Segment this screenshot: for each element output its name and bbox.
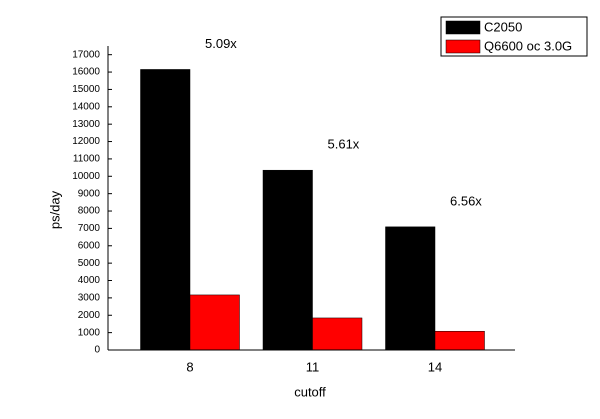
legend-swatch	[445, 39, 481, 54]
y-tick-label: 1000	[78, 327, 101, 338]
bar	[434, 330, 485, 351]
y-tick-label: 0	[94, 345, 100, 356]
x-tick-label: 11	[306, 359, 320, 374]
annotation: 6.56x	[450, 193, 482, 208]
bar	[385, 226, 436, 351]
bar	[140, 69, 191, 351]
legend-label: C2050	[484, 19, 522, 34]
y-axis-label: ps/day	[47, 190, 62, 229]
y-tick-label: 12000	[72, 136, 100, 147]
annotation: 5.09x	[205, 36, 237, 51]
y-tick-label: 4000	[78, 275, 101, 286]
y-tick-label: 8000	[78, 206, 101, 217]
y-tick-label: 10000	[72, 171, 100, 182]
x-tick-label: 14	[428, 359, 442, 374]
y-tick-label: 14000	[72, 101, 100, 112]
bar	[312, 317, 363, 351]
bar	[262, 169, 313, 351]
y-tick-label: 16000	[72, 67, 100, 78]
y-tick-label: 17000	[72, 49, 100, 60]
y-tick-label: 13000	[72, 119, 100, 130]
y-tick-label: 7000	[78, 223, 101, 234]
y-tick-label: 5000	[78, 258, 101, 269]
y-tick-label: 3000	[78, 293, 101, 304]
y-tick-label: 15000	[72, 84, 100, 95]
y-tick-label: 6000	[78, 240, 101, 251]
annotation: 5.61x	[328, 137, 360, 152]
y-tick-label: 9000	[78, 188, 101, 199]
legend-label: Q6600 oc 3.0G	[484, 38, 572, 53]
x-tick-label: 8	[186, 359, 193, 374]
y-tick-label: 11000	[73, 154, 101, 165]
bar	[189, 294, 240, 351]
y-tick-label: 2000	[78, 310, 101, 321]
x-axis-label: cutoff	[294, 384, 326, 399]
legend-swatch	[445, 20, 481, 35]
